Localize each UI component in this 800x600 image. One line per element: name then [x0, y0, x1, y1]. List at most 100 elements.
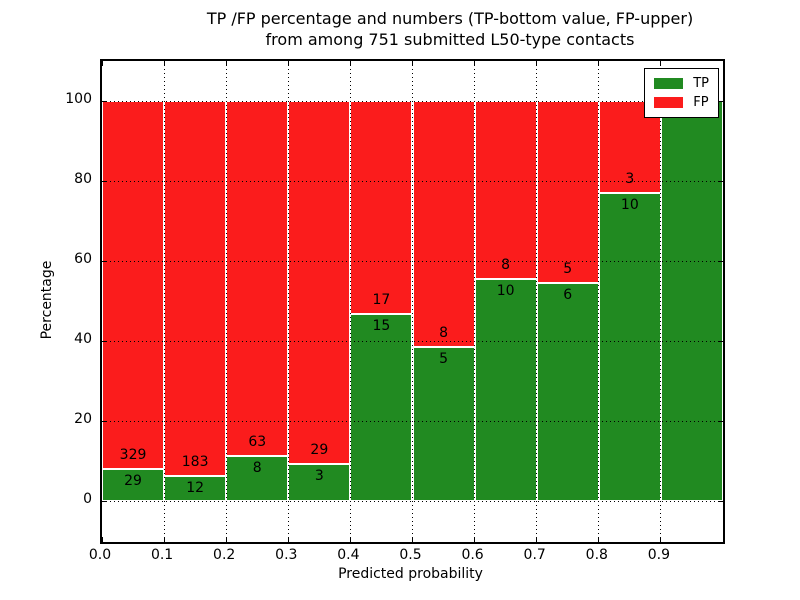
- x-tick-label: 0.8: [585, 547, 608, 563]
- fp-count-label: 29: [310, 441, 329, 458]
- x-axis-tick-top: [598, 61, 600, 66]
- y-axis-tick: [102, 420, 107, 422]
- x-axis-tick-top: [287, 61, 289, 66]
- legend-label-fp: FP: [693, 95, 709, 110]
- tp-count-label: 10: [620, 197, 639, 214]
- y-axis-tick-right: [718, 100, 723, 102]
- x-tick-label: 0.1: [150, 547, 174, 563]
- fp-count-label: 63: [248, 433, 267, 450]
- x-tick-label: 0.0: [88, 547, 112, 563]
- gridline-vertical: [163, 61, 165, 542]
- bar-segment-fp: [288, 101, 351, 464]
- legend-label-tp: TP: [693, 76, 709, 91]
- x-axis-tick: [287, 537, 289, 542]
- x-axis-label: Predicted probability: [338, 566, 483, 582]
- x-axis-tick: [598, 537, 600, 542]
- x-axis-tick-top: [536, 61, 538, 66]
- x-axis-tick: [225, 537, 227, 542]
- bar-segment-fp: [536, 101, 599, 283]
- bar-segment-fp: [102, 101, 165, 469]
- x-axis-tick-top: [660, 61, 662, 66]
- tp-count-label: 8: [252, 459, 262, 476]
- bar-segment-tp: [350, 313, 413, 501]
- y-axis-label: Percentage: [39, 260, 55, 340]
- x-axis-tick: [349, 537, 351, 542]
- tp-count-label: 12: [186, 480, 205, 497]
- x-tick-label: 0.6: [461, 547, 484, 563]
- x-axis-tick: [536, 537, 538, 542]
- legend-entry-fp: FP: [654, 93, 709, 112]
- x-axis-tick: [660, 537, 662, 542]
- x-axis-tick: [412, 537, 413, 542]
- bar-segment-fp: [164, 101, 227, 477]
- y-axis-tick: [102, 340, 107, 342]
- y-tick-label: 80: [74, 171, 92, 187]
- chart-title-line2: from among 751 submitted L50-type contac…: [265, 30, 635, 49]
- bar-segment-tp: [536, 282, 599, 501]
- fp-count-label: 329: [119, 446, 147, 463]
- y-axis-tick-right: [718, 260, 723, 262]
- y-tick-label: 0: [83, 491, 92, 507]
- tp-count-label: 5: [439, 351, 448, 368]
- gridline-vertical: [287, 61, 289, 542]
- bar-segment-tp: [102, 468, 165, 501]
- fp-count-label: 17: [372, 291, 391, 308]
- legend-swatch-tp-icon: [654, 78, 684, 89]
- x-axis-tick-top: [225, 61, 227, 66]
- legend-swatch-fp-icon: [654, 97, 684, 108]
- bar-segment-tp: [474, 278, 537, 501]
- bar-segment-fp: [350, 101, 413, 314]
- chart-title-line1: TP /FP percentage and numbers (TP-bottom…: [206, 9, 694, 28]
- gridline-vertical: [225, 61, 227, 542]
- x-axis-tick-top: [163, 61, 165, 66]
- x-tick-label: 0.3: [275, 547, 298, 563]
- x-axis-tick-top: [349, 61, 351, 66]
- x-tick-label: 0.2: [213, 547, 236, 563]
- tp-count-label: 6: [563, 286, 573, 303]
- x-tick-label: 0.4: [337, 547, 360, 563]
- fp-count-label: 8: [501, 256, 511, 273]
- x-axis-tick: [474, 537, 476, 542]
- bar-segment-tp: [226, 455, 289, 501]
- bar-segment-tp: [412, 347, 475, 501]
- bar-segment-fp: [226, 101, 289, 456]
- x-tick-label: 0.9: [647, 547, 671, 563]
- x-axis-tick-top: [101, 61, 103, 66]
- tp-count-label: 29: [124, 472, 142, 489]
- y-axis-tick-right: [718, 180, 723, 182]
- tp-count-label: 3: [314, 467, 324, 484]
- bar-segment-fp: [412, 101, 475, 348]
- gridline-vertical: [412, 61, 413, 542]
- y-axis-tick: [102, 100, 107, 102]
- bar-segment-tp: [660, 101, 723, 501]
- legend: TP FP: [644, 68, 719, 118]
- legend-entry-tp: TP: [654, 74, 709, 93]
- y-tick-label: 60: [74, 251, 92, 267]
- y-axis-tick: [102, 260, 107, 262]
- x-tick-label: 0.5: [399, 547, 422, 563]
- y-tick-label: 20: [74, 411, 92, 427]
- fp-count-label: 3: [625, 171, 635, 188]
- y-tick-label: 40: [74, 331, 92, 347]
- fp-count-label: 8: [439, 325, 448, 342]
- x-axis-tick: [163, 537, 165, 542]
- fp-count-label: 183: [181, 454, 209, 471]
- gridline-vertical: [598, 61, 600, 542]
- x-axis-tick-top: [474, 61, 476, 66]
- gridline-vertical: [536, 61, 538, 542]
- bar-segment-fp: [474, 101, 537, 279]
- x-tick-label: 0.7: [523, 547, 546, 563]
- y-axis-tick: [102, 180, 107, 182]
- fp-count-label: 5: [563, 260, 573, 277]
- y-axis-tick-right: [718, 340, 723, 342]
- y-axis-tick-right: [718, 500, 723, 502]
- x-axis-tick: [101, 537, 103, 542]
- tp-count-label: 15: [372, 317, 391, 334]
- x-axis-tick-top: [412, 61, 413, 66]
- bar-segment-tp: [598, 193, 661, 501]
- tp-count-label: 10: [496, 282, 515, 299]
- plot-area: TP FP 3292918312638293171585810563108: [100, 59, 725, 544]
- gridline-vertical: [474, 61, 476, 542]
- y-tick-label: 100: [65, 91, 92, 107]
